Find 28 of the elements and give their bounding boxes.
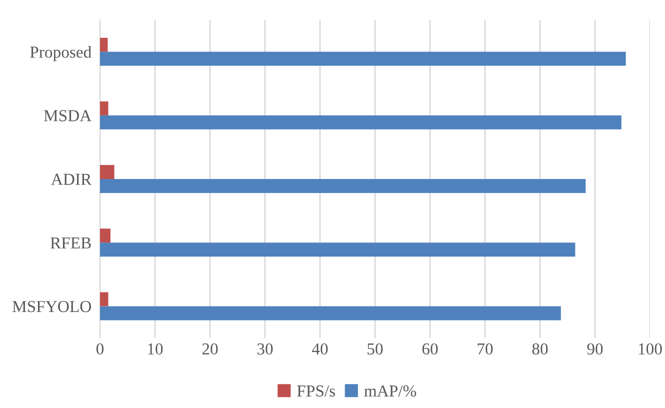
y-tick-label: MSDA — [44, 110, 92, 122]
x-tick-label: 70 — [478, 343, 493, 355]
x-tick-label: 0 — [96, 343, 104, 355]
x-tick-label: 30 — [257, 343, 273, 355]
bar — [100, 101, 108, 116]
y-tick-label: RFEB — [50, 237, 91, 248]
y-tick-label: MSFYOLO — [12, 300, 91, 312]
y-tick-label: Proposed — [30, 46, 92, 62]
bar — [100, 38, 108, 52]
x-tick-label: 20 — [202, 343, 218, 355]
legend-label: FPS/s — [297, 385, 335, 397]
x-tick-label: 40 — [312, 343, 328, 355]
x-tick-label: 100 — [638, 343, 662, 355]
bar — [100, 165, 114, 179]
bar — [100, 228, 110, 243]
bar — [100, 52, 626, 66]
bar — [100, 242, 576, 257]
bar — [100, 306, 561, 320]
x-tick-label: 80 — [532, 343, 548, 355]
x-tick-label: 90 — [587, 343, 603, 355]
x-tick-label: 10 — [148, 343, 163, 355]
x-tick-label: 50 — [368, 343, 383, 355]
legend-label: mAP/% — [364, 385, 416, 397]
y-tick-label: ADIR — [51, 174, 92, 185]
bar — [100, 179, 586, 193]
x-tick-label: 60 — [422, 343, 438, 355]
bar — [100, 292, 108, 306]
bar — [100, 115, 622, 130]
